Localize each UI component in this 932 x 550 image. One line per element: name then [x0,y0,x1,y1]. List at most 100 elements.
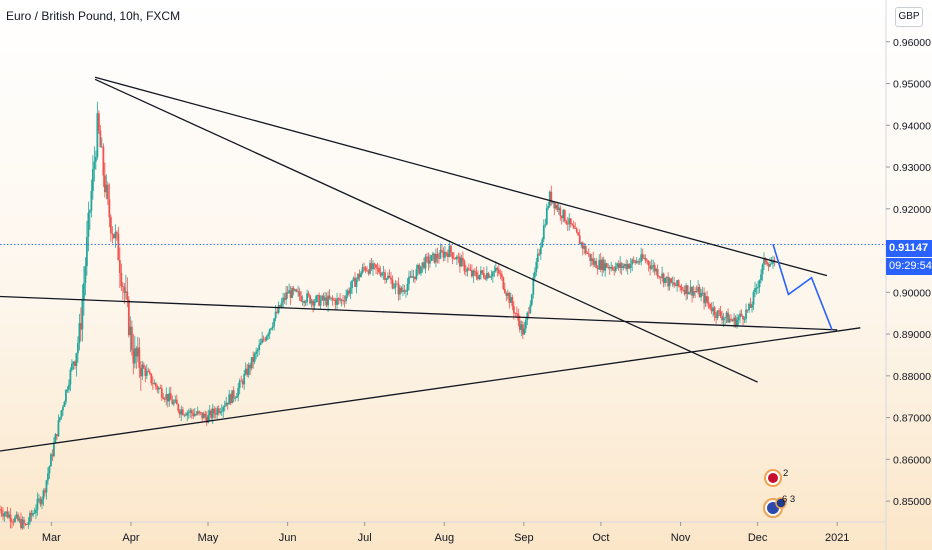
candle-body [608,266,611,269]
candle-body [535,261,538,273]
candle-body [652,264,655,267]
candle-body [189,410,192,413]
candle-body [499,273,502,275]
candle-body [460,257,463,267]
candle-body [63,401,66,408]
candle-body [91,168,94,191]
candle-body [656,269,659,277]
candle-body [444,252,446,258]
candle-body [198,411,201,413]
candle-body [773,260,776,261]
candle-body [578,235,581,245]
candle-body [276,311,279,313]
candle-body [35,509,37,513]
candle-body [87,212,90,237]
candle-body [204,413,207,417]
candle-body [106,184,109,200]
candle-body [310,300,313,304]
candle-body [120,273,123,287]
candle-body [400,287,403,292]
candle-body [117,233,120,261]
candle-body [53,443,55,457]
candle-body [767,264,770,267]
candle-body [292,287,295,291]
candle-body [432,253,434,256]
candle-body [141,364,144,377]
candle-body [556,204,559,210]
candle-body [451,252,454,259]
candle-body [153,383,156,385]
y-tick-label: 0.96000 [893,37,931,49]
candle-body [547,205,550,208]
candle-body [447,253,449,258]
candle-body [273,318,276,327]
candle-body [506,293,509,296]
candle-body [168,393,171,402]
candle-body [456,256,458,260]
candle-body [286,292,289,294]
candle-body [29,512,31,523]
currency-badge[interactable]: GBP [895,7,923,27]
candle-body [604,263,607,271]
candle-body [373,263,376,265]
candle-body [322,295,325,301]
candle-body [23,519,25,524]
candle-body [487,273,490,278]
candle-body [761,264,764,275]
candle-body [32,513,34,516]
candle-body [472,270,475,277]
candle-body [321,295,323,300]
candle-body [159,387,162,389]
candle-body [42,490,45,500]
candle-body [384,272,386,280]
symbol-title[interactable]: Euro / British Pound, 10h, FXCM [6,9,181,23]
candle-body [39,498,42,505]
candle-body [438,258,440,259]
candle-body [352,277,355,281]
candle-body [316,295,319,297]
candle-body [568,218,571,225]
candle-body [545,207,548,225]
candle-body [15,514,18,518]
candle-body [250,357,253,369]
x-tick-label: Nov [671,532,691,544]
y-tick-label: 0.86000 [893,454,931,466]
candle-body [659,277,662,278]
candle-body [210,410,213,418]
candle-body [700,292,702,298]
candle-body [139,367,142,377]
candle-body [205,416,208,423]
candle-body [180,409,183,415]
candle-body [457,256,460,258]
candle-body [216,408,219,415]
candle-body [521,324,524,335]
candle-body [313,301,316,306]
candle-body [763,257,765,265]
candle-body [50,454,52,467]
candle-body [387,275,389,279]
candle-body [129,326,132,336]
candle-body [126,291,129,300]
candle-body [319,299,322,306]
candle-body [682,289,685,291]
candle-body [74,361,76,366]
candle-body [174,399,177,402]
candle-body [237,388,240,397]
y-tick-label: 0.92000 [893,204,931,216]
candle-body [536,253,539,262]
candle-body [14,517,16,522]
candle-body [674,285,677,287]
candle-body [742,316,744,320]
candle-body [479,270,482,275]
candle-body [599,259,602,270]
candle-body [382,272,385,274]
candle-body [610,266,613,269]
candle-body [270,328,273,330]
candle-body [754,288,756,292]
y-tick-label: 0.94000 [893,120,931,132]
x-tick-label: Jul [358,532,372,544]
candle-body [613,269,616,271]
flag-badge-count: 2 [783,468,788,479]
